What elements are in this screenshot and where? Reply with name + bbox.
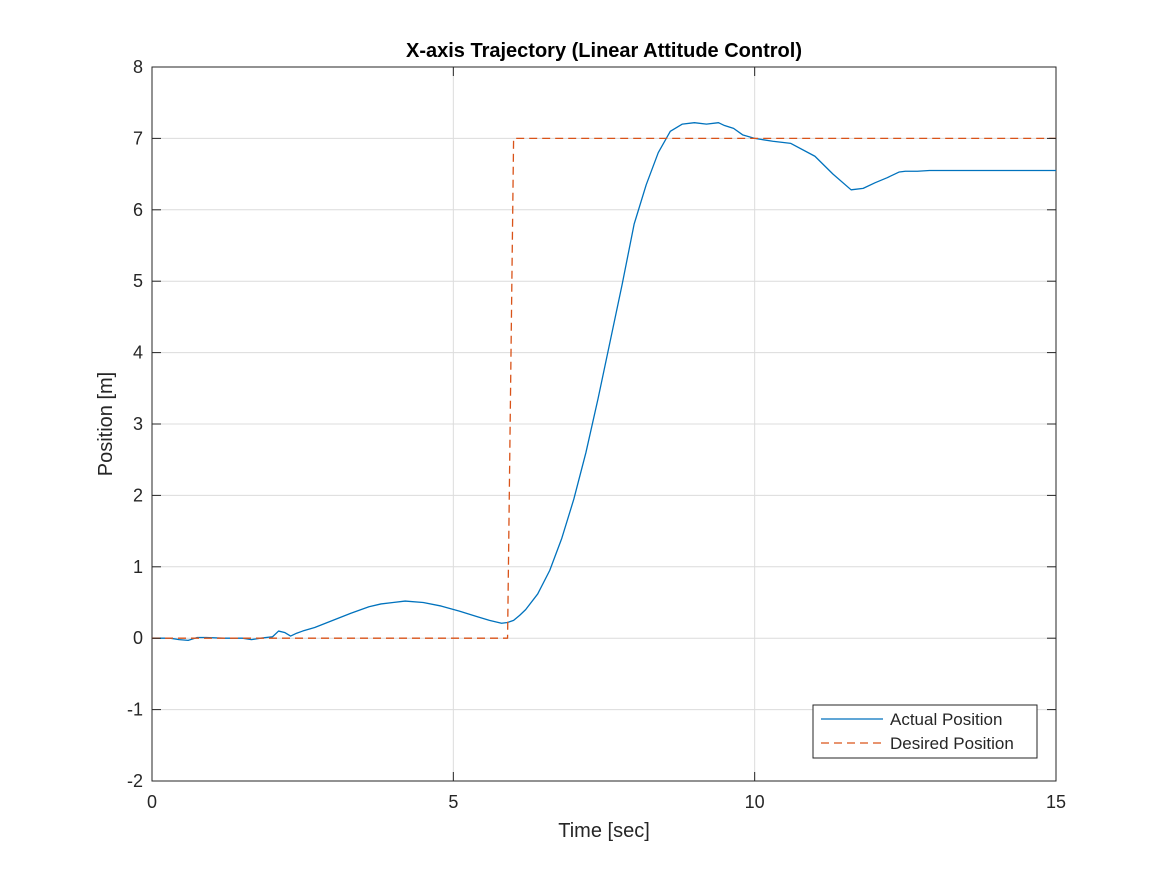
x-tick-label: 10 [745, 792, 765, 812]
series-line-desired-position [152, 137, 1056, 639]
tick-layer: 0 5 10 15 -2 -1 0 1 2 3 4 5 6 7 8 [127, 57, 1066, 812]
y-tick-label: 7 [133, 128, 143, 148]
x-axis-label: Time [sec] [558, 820, 650, 842]
y-tick-label: 4 [133, 343, 143, 363]
y-tick-label: 6 [133, 200, 143, 220]
x-tick-label: 15 [1046, 792, 1066, 812]
y-tick-label: 3 [133, 414, 143, 434]
y-tick-label: -1 [127, 700, 143, 720]
grid-layer [151, 66, 1057, 782]
x-tick-label: 5 [448, 792, 458, 812]
x-tick-label: 0 [147, 792, 157, 812]
y-tick-label: 2 [133, 485, 143, 505]
legend-label-actual: Actual Position [890, 710, 1002, 729]
legend-label-desired: Desired Position [890, 734, 1014, 753]
chart-title: X-axis Trajectory (Linear Attitude Contr… [406, 40, 802, 62]
legend-box [812, 704, 1038, 759]
y-tick-label: 1 [133, 557, 143, 577]
y-tick-label: -2 [127, 771, 143, 791]
y-tick-label: 8 [133, 57, 143, 77]
series-layer [152, 122, 1056, 641]
y-tick-label: 5 [133, 271, 143, 291]
y-axis-label: Position [m] [95, 372, 117, 476]
series-line-actual-position [152, 122, 1056, 641]
legend: Actual Position Desired Position [812, 704, 1038, 759]
y-tick-label: 0 [133, 628, 143, 648]
